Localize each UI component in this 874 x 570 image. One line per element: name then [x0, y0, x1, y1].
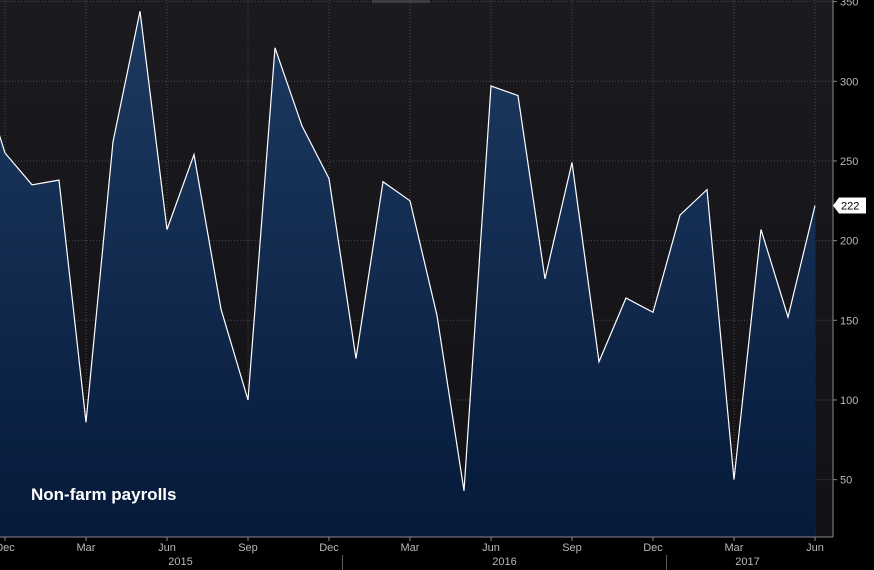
x-tick-label: Jun: [482, 542, 500, 554]
last-value-box: [833, 197, 866, 214]
area: [0, 11, 815, 537]
line: [0, 11, 816, 491]
y-tick-label: 150: [840, 315, 858, 327]
year-label: 2017: [735, 556, 759, 568]
annotation: Non-farm payrolls: [31, 485, 176, 504]
x-tick-label: Dec: [643, 542, 663, 554]
year-label: 2015: [168, 556, 192, 568]
x-tick-label: Mar: [77, 542, 96, 554]
y-tick-label: 100: [840, 395, 858, 407]
y-tick-label: 300: [840, 76, 858, 88]
y-tick-label: 250: [840, 156, 858, 168]
x-tick-label: Sep: [562, 542, 582, 554]
x-tick-label: Sep: [238, 542, 258, 554]
x-tick-label: Dec: [0, 542, 15, 554]
x-tick-label: Mar: [725, 542, 744, 554]
x-tick-label: Jun: [806, 542, 824, 554]
y-tick-label: 200: [840, 236, 858, 248]
last-value-label: 222: [841, 201, 859, 213]
y-tick-label: 350: [840, 0, 858, 9]
x-tick-label: Mar: [401, 542, 420, 554]
year-label: 2016: [492, 556, 516, 568]
x-tick-label: Jun: [158, 542, 176, 554]
x-tick-label: Dec: [319, 542, 339, 554]
y-tick-label: 50: [840, 475, 852, 487]
top-handle: [372, 0, 430, 3]
series-group: [0, 11, 816, 537]
